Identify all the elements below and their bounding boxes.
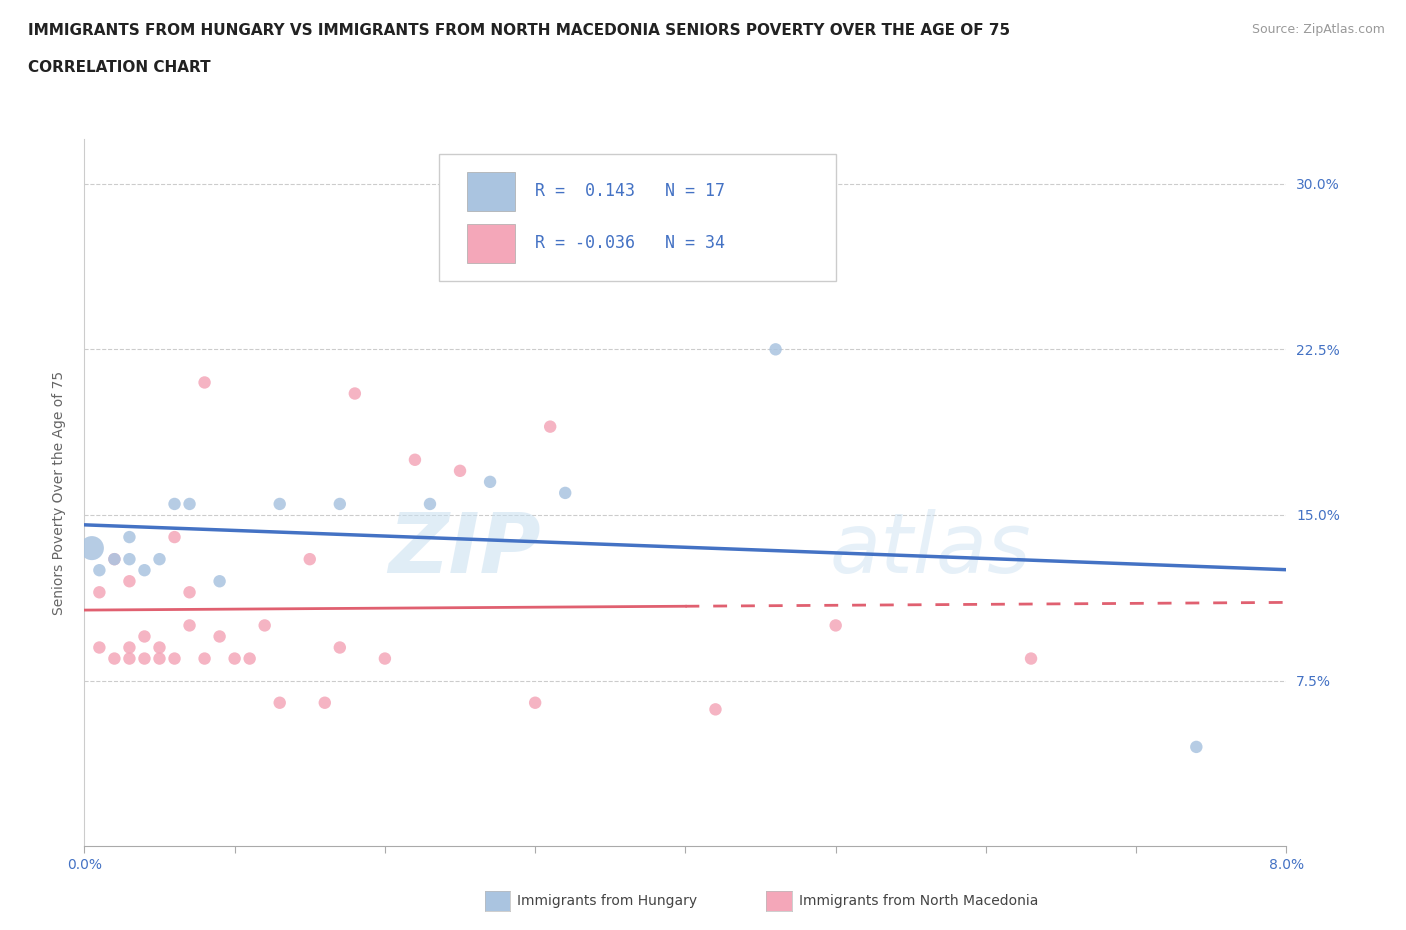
Point — [329, 497, 352, 512]
Text: Immigrants from Hungary: Immigrants from Hungary — [517, 894, 697, 909]
Point — [134, 651, 156, 666]
Point — [103, 551, 125, 566]
Point — [148, 551, 170, 566]
Point — [554, 485, 576, 500]
Point — [89, 563, 111, 578]
Point — [208, 629, 231, 644]
Point — [118, 551, 141, 566]
Text: R = -0.036   N = 34: R = -0.036 N = 34 — [536, 234, 725, 252]
Point — [148, 651, 170, 666]
Point — [269, 696, 291, 711]
Point — [80, 540, 103, 555]
FancyBboxPatch shape — [467, 172, 515, 210]
Text: atlas: atlas — [830, 509, 1032, 590]
Point — [163, 530, 186, 545]
Point — [329, 640, 352, 655]
Point — [704, 702, 727, 717]
Point — [89, 585, 111, 600]
Text: IMMIGRANTS FROM HUNGARY VS IMMIGRANTS FROM NORTH MACEDONIA SENIORS POVERTY OVER : IMMIGRANTS FROM HUNGARY VS IMMIGRANTS FR… — [28, 23, 1011, 38]
Point — [103, 551, 125, 566]
Point — [404, 452, 426, 467]
Point — [103, 651, 125, 666]
Point — [89, 640, 111, 655]
Point — [298, 551, 321, 566]
Point — [163, 497, 186, 512]
Point — [538, 419, 561, 434]
Y-axis label: Seniors Poverty Over the Age of 75: Seniors Poverty Over the Age of 75 — [52, 371, 66, 615]
Text: ZIP: ZIP — [388, 509, 541, 590]
Point — [824, 618, 846, 633]
Point — [148, 640, 170, 655]
Text: Immigrants from North Macedonia: Immigrants from North Macedonia — [799, 894, 1038, 909]
Point — [134, 629, 156, 644]
Point — [134, 563, 156, 578]
Point — [419, 497, 441, 512]
Point — [179, 585, 201, 600]
Text: R =  0.143   N = 17: R = 0.143 N = 17 — [536, 182, 725, 200]
Point — [239, 651, 262, 666]
FancyBboxPatch shape — [439, 153, 835, 281]
Point — [118, 530, 141, 545]
FancyBboxPatch shape — [467, 224, 515, 263]
Point — [118, 640, 141, 655]
Point — [224, 651, 246, 666]
Point — [163, 651, 186, 666]
Point — [194, 375, 217, 390]
Text: CORRELATION CHART: CORRELATION CHART — [28, 60, 211, 75]
Point — [253, 618, 276, 633]
Point — [374, 651, 396, 666]
Point — [314, 696, 336, 711]
Point — [479, 474, 502, 489]
Point — [118, 651, 141, 666]
Point — [179, 618, 201, 633]
Point — [765, 342, 787, 357]
Point — [179, 497, 201, 512]
Point — [1019, 651, 1042, 666]
Point — [118, 574, 141, 589]
Text: Source: ZipAtlas.com: Source: ZipAtlas.com — [1251, 23, 1385, 36]
Point — [269, 497, 291, 512]
Point — [1185, 739, 1208, 754]
Point — [194, 651, 217, 666]
Point — [449, 463, 471, 478]
Point — [343, 386, 366, 401]
Point — [524, 696, 547, 711]
Point — [208, 574, 231, 589]
